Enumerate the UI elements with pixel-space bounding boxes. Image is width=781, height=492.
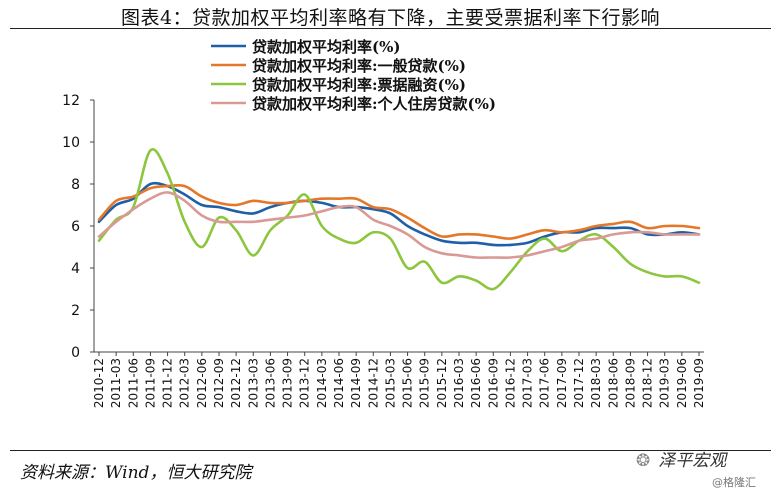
x-tick-label: 2015-03 bbox=[383, 358, 397, 408]
x-tick-label: 2016-03 bbox=[452, 358, 466, 408]
x-tick-label: 2018-06 bbox=[606, 358, 620, 408]
x-tick-label: 2015-06 bbox=[401, 358, 415, 408]
x-tick-label: 2016-09 bbox=[486, 358, 500, 408]
x-tick-label: 2015-12 bbox=[435, 358, 449, 408]
x-tick-label: 2016-12 bbox=[503, 358, 517, 408]
legend-label: 贷款加权平均利率:票据融资(%) bbox=[252, 76, 466, 94]
x-tick-label: 2018-12 bbox=[641, 358, 655, 408]
x-tick-label: 2015-09 bbox=[418, 358, 432, 408]
x-tick-label: 2011-06 bbox=[126, 358, 140, 408]
x-tick-label: 2016-06 bbox=[469, 358, 483, 408]
series-line-3 bbox=[97, 147, 701, 291]
x-tick-label: 2010-12 bbox=[92, 358, 106, 408]
x-tick-label: 2018-09 bbox=[623, 358, 637, 408]
x-tick-label: 2017-06 bbox=[538, 358, 552, 408]
y-tick-label: 8 bbox=[71, 177, 80, 193]
x-tick-label: 2011-09 bbox=[143, 358, 157, 408]
x-tick-label: 2014-06 bbox=[332, 358, 346, 408]
series-line-2 bbox=[97, 183, 701, 240]
series-line-4 bbox=[97, 191, 701, 259]
brand-label: ❂ 泽平宏观 bbox=[636, 446, 726, 471]
y-tick-label: 12 bbox=[62, 93, 80, 109]
bottom-divider bbox=[10, 450, 771, 451]
watermark: @格隆汇 bbox=[712, 476, 756, 489]
x-tick-label: 2014-12 bbox=[366, 358, 380, 408]
y-tick-label: 6 bbox=[71, 219, 80, 235]
x-tick-label: 2019-03 bbox=[658, 358, 672, 408]
x-tick-label: 2012-09 bbox=[212, 358, 226, 408]
x-tick-label: 2018-03 bbox=[589, 358, 603, 408]
x-tick-label: 2017-03 bbox=[521, 358, 535, 408]
series-line-1 bbox=[97, 181, 701, 247]
x-tick-label: 2012-06 bbox=[195, 358, 209, 408]
brand-name: 泽平宏观 bbox=[658, 451, 727, 471]
x-tick-label: 2012-03 bbox=[178, 358, 192, 408]
legend-label: 贷款加权平均利率:一般贷款(%) bbox=[252, 57, 466, 75]
x-tick-label: 2011-12 bbox=[161, 358, 175, 408]
y-tick-label: 4 bbox=[71, 261, 80, 277]
y-tick-label: 0 bbox=[71, 345, 80, 361]
source-note: 资料来源：Wind，恒大研究院 bbox=[20, 463, 252, 483]
x-tick-label: 2013-12 bbox=[298, 358, 312, 408]
x-tick-label: 2019-09 bbox=[692, 358, 706, 408]
x-tick-label: 2017-12 bbox=[572, 358, 586, 408]
x-tick-label: 2014-09 bbox=[349, 358, 363, 408]
x-tick-label: 2013-06 bbox=[263, 358, 277, 408]
chart-title: 图表4：贷款加权平均利率略有下降，主要受票据利率下行影响 bbox=[120, 7, 661, 29]
wechat-icon: ❂ bbox=[636, 451, 651, 471]
x-tick-label: 2013-09 bbox=[281, 358, 295, 408]
x-tick-label: 2014-03 bbox=[315, 358, 329, 408]
x-tick-label: 2012-12 bbox=[229, 358, 243, 408]
x-tick-label: 2013-03 bbox=[246, 358, 260, 408]
y-tick-label: 2 bbox=[71, 303, 80, 319]
x-tick-label: 2011-03 bbox=[109, 358, 123, 408]
x-tick-label: 2019-06 bbox=[675, 358, 689, 408]
legend-label: 贷款加权平均利率(%) bbox=[252, 38, 400, 56]
top-divider bbox=[10, 28, 771, 29]
x-tick-label: 2017-09 bbox=[555, 358, 569, 408]
y-tick-label: 10 bbox=[62, 135, 80, 151]
legend-label: 贷款加权平均利率:个人住房贷款(%) bbox=[252, 95, 496, 113]
